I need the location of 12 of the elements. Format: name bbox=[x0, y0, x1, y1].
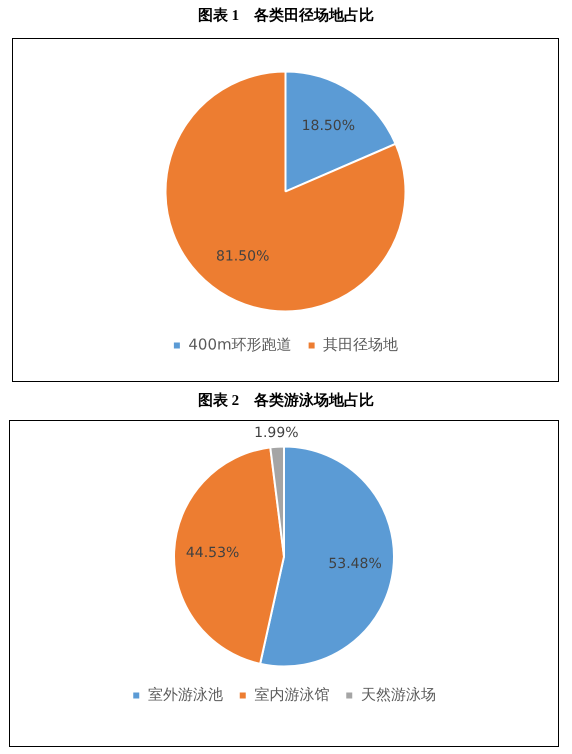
data-label: 53.48% bbox=[328, 556, 382, 572]
data-label: 81.50% bbox=[216, 248, 270, 264]
chart-title: 图表 1 各类田径场地占比 bbox=[196, 6, 376, 25]
legend-label: 400m环形跑道 bbox=[188, 335, 292, 354]
legend-label: 天然游泳场 bbox=[360, 685, 436, 704]
legend-label: 室内游泳馆 bbox=[254, 685, 330, 704]
chart-title: 图表 2 各类游泳场地占比 bbox=[196, 391, 376, 410]
data-label: 44.53% bbox=[186, 544, 240, 561]
data-label: 1.99% bbox=[254, 425, 299, 442]
data-label: 18.50% bbox=[302, 118, 356, 134]
legend-label: 其田径场地 bbox=[323, 335, 398, 354]
legend-label: 室外游泳池 bbox=[148, 685, 223, 704]
